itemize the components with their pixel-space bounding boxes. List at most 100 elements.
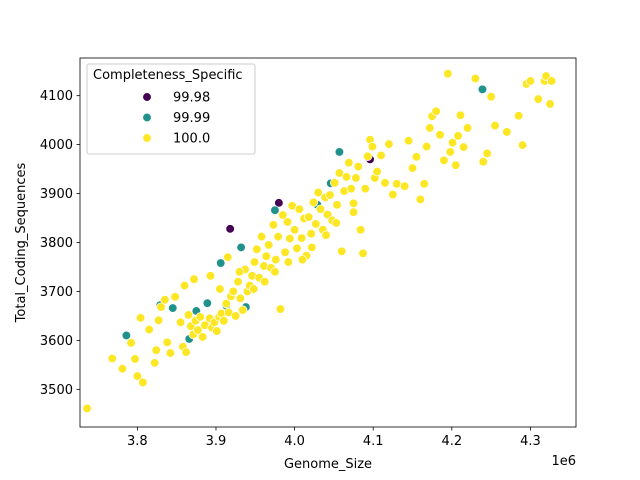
data-point [278,210,288,220]
data-point [297,233,307,243]
data-point [453,131,463,141]
data-point [363,151,373,162]
data-point [212,326,222,336]
data-point [419,179,429,189]
data-point [289,225,300,235]
data-point [273,231,283,242]
data-point [107,353,117,364]
data-point [331,218,341,228]
legend-entry-label: 99.98 [173,91,210,106]
data-point [219,316,229,326]
data-point [270,205,280,215]
data-point [451,160,461,170]
data-point [165,348,176,358]
data-point [411,152,422,162]
legend-entries: 99.98 99.99 100.0 [142,91,210,147]
data-point [271,254,281,265]
data-point [249,257,260,267]
data-point [422,141,432,152]
data-point [233,277,243,287]
data-point [221,299,231,309]
y-tick-label: 4000 [40,138,73,153]
data-point [545,99,555,109]
data-point [170,292,180,302]
data-point [313,187,323,198]
x-tick-label: 3.8 [127,434,148,449]
legend-entry-label: 99.99 [173,111,210,126]
data-point [195,312,205,322]
data-point [415,194,426,205]
data-point [403,136,414,146]
y-tick-label: 4100 [40,89,73,104]
data-point [235,293,246,303]
data-point [280,247,290,257]
data-point [304,212,314,222]
x-axis-offset-text: 1e6 [551,454,576,469]
y-tick-label: 3600 [40,334,73,349]
data-point [234,267,245,277]
x-axis-label: Genome_Size [284,457,372,472]
data-point [315,204,326,214]
y-axis-label: Total_Coding_Sequences [14,162,29,323]
data-point [392,179,402,189]
legend-title: Completeness_Specific [93,68,243,83]
data-point [443,69,453,79]
data-point [439,155,449,165]
x-tick-label: 3.9 [206,434,227,449]
data-point [270,267,280,277]
data-point [189,274,199,284]
x-tick-label: 4.1 [363,434,384,449]
data-point [193,325,203,335]
data-point [308,197,319,208]
data-point [168,303,178,313]
data-point [150,358,160,368]
data-point [252,244,262,255]
data-point [380,178,390,188]
data-point [486,92,496,102]
data-point [307,242,317,253]
data-point [372,166,382,177]
data-point [151,345,161,355]
data-point [249,284,259,294]
y-tick-label: 3500 [40,383,73,398]
data-point [179,280,190,291]
data-point [337,246,347,256]
data-point [175,317,186,327]
data-point [285,233,295,244]
data-point [334,168,345,178]
data-point [311,219,321,229]
data-point [325,190,335,200]
data-point [275,304,286,314]
points-layer [82,69,557,414]
data-point [294,204,304,214]
data-point [334,147,345,157]
data-point [228,286,238,297]
data-point [388,189,398,200]
data-point [348,207,359,217]
data-point [181,347,191,357]
data-point [425,123,435,133]
y-tick-label: 3700 [40,285,73,300]
data-point [358,248,368,258]
data-point [445,147,455,157]
data-point [407,163,418,173]
data-point [216,258,226,268]
data-point [332,200,342,210]
data-point [297,254,308,265]
data-point [138,377,148,388]
data-point [183,310,194,320]
data-point [367,141,378,152]
data-point [261,251,271,261]
data-point [197,332,208,342]
y-axis-ticks: 3500 3600 3700 3800 3900 4000 4100 [40,89,80,398]
data-point [264,240,274,250]
data-point [470,73,481,84]
legend-marker [142,92,152,102]
data-point [353,161,363,172]
data-point [330,178,340,188]
data-point [282,217,293,227]
legend-entry-label: 100.0 [173,132,210,147]
data-point [205,271,216,281]
data-point [376,150,386,161]
